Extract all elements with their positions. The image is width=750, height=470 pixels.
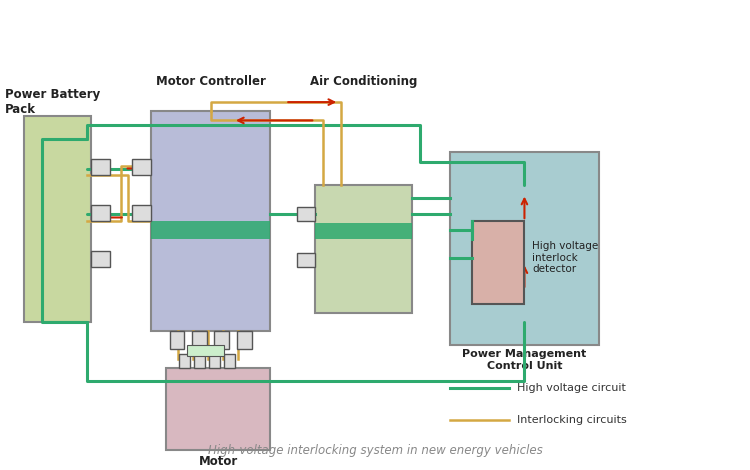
Bar xyxy=(237,331,252,349)
Bar xyxy=(24,116,91,322)
Bar xyxy=(194,354,206,368)
Bar xyxy=(91,205,110,221)
Bar xyxy=(170,331,184,349)
Bar xyxy=(209,354,220,368)
Bar xyxy=(132,159,151,175)
Bar xyxy=(91,251,110,267)
Bar xyxy=(450,152,599,345)
Bar xyxy=(132,205,151,221)
Text: Power Management
Control Unit: Power Management Control Unit xyxy=(462,349,586,371)
Bar xyxy=(187,345,224,356)
Text: Motor: Motor xyxy=(199,454,238,468)
Text: High-voltage interlocking system in new energy vehicles: High-voltage interlocking system in new … xyxy=(208,444,542,457)
Bar xyxy=(166,368,271,450)
Bar xyxy=(192,331,207,349)
Bar xyxy=(296,207,315,221)
Bar xyxy=(315,223,413,240)
Text: Power Battery
Pack: Power Battery Pack xyxy=(5,88,100,117)
Bar xyxy=(91,159,110,175)
Text: Motor Controller: Motor Controller xyxy=(156,75,266,88)
Bar xyxy=(296,253,315,267)
Bar xyxy=(179,354,190,368)
Bar xyxy=(214,331,230,349)
Bar xyxy=(315,185,413,313)
Text: Interlocking circuits: Interlocking circuits xyxy=(517,415,627,425)
Bar xyxy=(151,111,271,331)
Bar xyxy=(224,354,236,368)
Bar xyxy=(472,221,524,304)
Bar xyxy=(151,221,271,240)
Text: High voltage
interlock
detector: High voltage interlock detector xyxy=(532,241,598,274)
Text: Air Conditioning: Air Conditioning xyxy=(310,75,418,88)
Text: High voltage circuit: High voltage circuit xyxy=(517,383,626,393)
